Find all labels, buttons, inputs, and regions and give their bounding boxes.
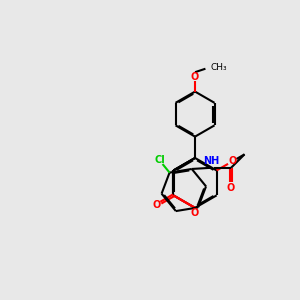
Text: NH: NH bbox=[203, 156, 219, 166]
Text: O: O bbox=[228, 156, 236, 167]
Text: Cl: Cl bbox=[154, 155, 165, 165]
Text: CH₃: CH₃ bbox=[210, 63, 227, 72]
Text: O: O bbox=[191, 208, 199, 218]
Text: O: O bbox=[152, 200, 160, 210]
Text: O: O bbox=[227, 182, 235, 193]
Text: O: O bbox=[191, 72, 199, 82]
